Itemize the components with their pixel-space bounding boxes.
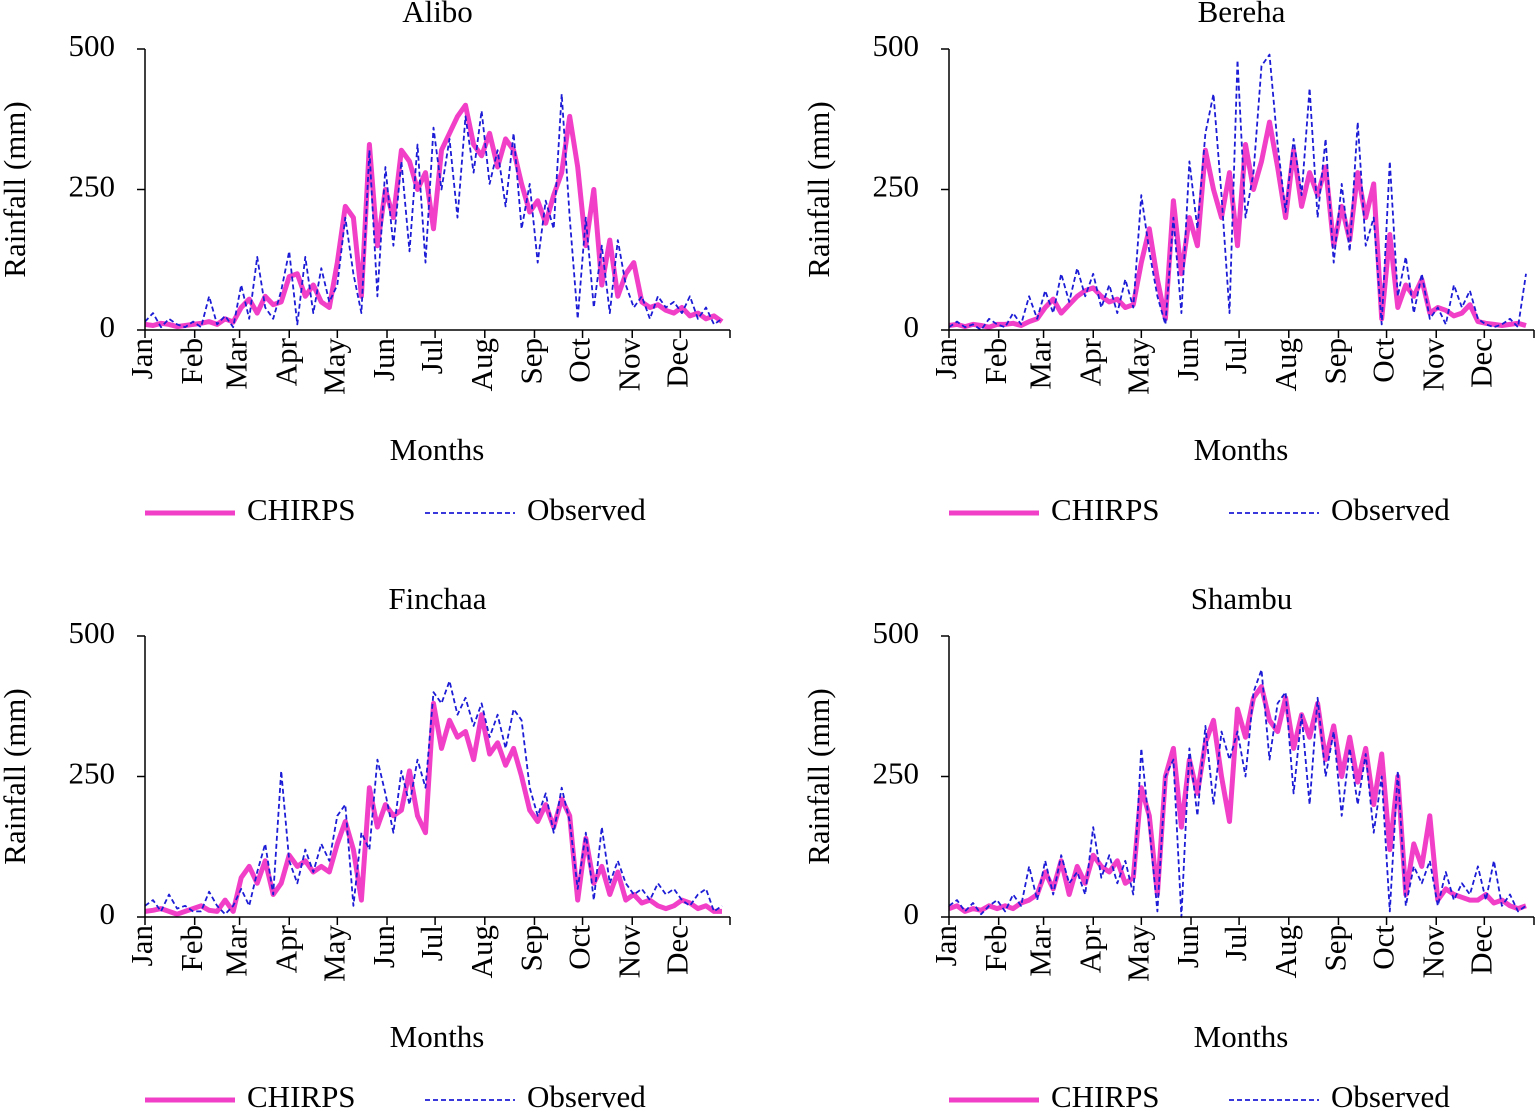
y-axis-label: Rainfall (mm) [0, 688, 32, 864]
y-tick-label: 500 [69, 615, 116, 650]
x-tick-label: Jan [928, 338, 963, 380]
x-tick-label: Aug [1268, 338, 1303, 391]
chart-title: Shambu [1191, 581, 1293, 616]
chart-title: Bereha [1198, 0, 1286, 29]
x-tick-label: Feb [978, 338, 1013, 385]
y-tick-label: 0 [904, 896, 920, 931]
x-tick-label: Jun [366, 925, 401, 969]
y-axis-label: Rainfall (mm) [0, 101, 32, 277]
y-tick-label: 250 [69, 169, 116, 204]
y-tick-label: 250 [873, 756, 920, 791]
x-tick-label: Jul [414, 338, 449, 374]
x-tick-label: Oct [562, 925, 597, 970]
x-tick-label: Mar [1023, 337, 1058, 389]
x-tick-label: Apr [1072, 337, 1107, 386]
x-tick-label: Oct [1366, 925, 1401, 970]
legend-label: Observed [527, 492, 646, 527]
x-tick-label: Apr [268, 337, 303, 386]
x-tick-label: Jan [124, 338, 159, 380]
x-tick-label: May [316, 338, 351, 395]
y-tick-label: 500 [873, 615, 920, 650]
x-tick-label: Feb [174, 925, 209, 972]
x-tick-label: Jan [124, 925, 159, 967]
y-axis-label: Rainfall (mm) [801, 688, 836, 864]
legend-label: CHIRPS [1051, 492, 1160, 527]
x-tick-label: Oct [1366, 338, 1401, 383]
x-tick-label: Jun [366, 338, 401, 382]
x-tick-label: Nov [611, 925, 646, 979]
x-tick-label: Jan [928, 925, 963, 967]
x-tick-label: Sep [514, 925, 549, 972]
x-tick-label: Jun [1170, 338, 1205, 382]
y-tick-label: 0 [100, 896, 116, 931]
x-axis-label: Months [1194, 432, 1289, 467]
y-tick-label: 250 [69, 756, 116, 791]
y-tick-label: 250 [873, 169, 920, 204]
x-tick-label: Nov [1415, 925, 1450, 979]
x-tick-label: Aug [464, 925, 499, 978]
x-tick-label: Oct [562, 338, 597, 383]
x-tick-label: Mar [1023, 924, 1058, 976]
legend-label: CHIRPS [1051, 1079, 1160, 1112]
legend-label: Observed [527, 1079, 646, 1112]
x-axis-label: Months [1194, 1019, 1289, 1054]
series-line [144, 680, 723, 916]
x-tick-label: Mar [219, 924, 254, 976]
x-tick-label: Nov [1415, 338, 1450, 392]
y-axis-label: Rainfall (mm) [801, 101, 836, 277]
x-tick-label: Aug [464, 338, 499, 391]
legend-label: CHIRPS [247, 492, 356, 527]
x-tick-label: Jul [1218, 925, 1253, 961]
x-tick-label: May [1120, 925, 1155, 982]
x-tick-label: Sep [514, 338, 549, 385]
series-line [144, 102, 724, 330]
x-tick-label: May [1120, 338, 1155, 395]
x-tick-label: Dec [1463, 338, 1498, 388]
x-axis-label: Months [390, 1019, 485, 1054]
legend-label: Observed [1331, 492, 1450, 527]
series-line [144, 93, 723, 329]
series-line [948, 668, 1527, 918]
legend-label: CHIRPS [247, 1079, 356, 1112]
series-line [948, 53, 1527, 331]
y-tick-label: 500 [873, 28, 920, 63]
x-tick-label: Jun [1170, 925, 1205, 969]
x-tick-label: Sep [1318, 925, 1353, 972]
x-tick-label: Jul [1218, 338, 1253, 374]
chart-title: Alibo [402, 0, 473, 29]
x-tick-label: Dec [659, 925, 694, 975]
series-line [948, 119, 1527, 330]
x-tick-label: May [316, 925, 351, 982]
series-line [144, 700, 722, 917]
y-tick-label: 0 [904, 309, 920, 344]
x-tick-label: Feb [174, 338, 209, 385]
y-tick-label: 0 [100, 309, 116, 344]
x-tick-label: Sep [1318, 338, 1353, 385]
chart-title: Finchaa [388, 581, 486, 616]
x-tick-label: Apr [268, 924, 303, 973]
x-tick-label: Aug [1268, 925, 1303, 978]
x-tick-label: Dec [659, 338, 694, 388]
x-axis-label: Months [390, 432, 485, 467]
series-line [948, 684, 1527, 914]
x-tick-label: Mar [219, 337, 254, 389]
x-tick-label: Feb [978, 925, 1013, 972]
x-tick-label: Apr [1072, 924, 1107, 973]
x-tick-label: Nov [611, 338, 646, 392]
legend-label: Observed [1331, 1079, 1450, 1112]
y-tick-label: 500 [69, 28, 116, 63]
x-tick-label: Dec [1463, 925, 1498, 975]
x-tick-label: Jul [414, 925, 449, 961]
